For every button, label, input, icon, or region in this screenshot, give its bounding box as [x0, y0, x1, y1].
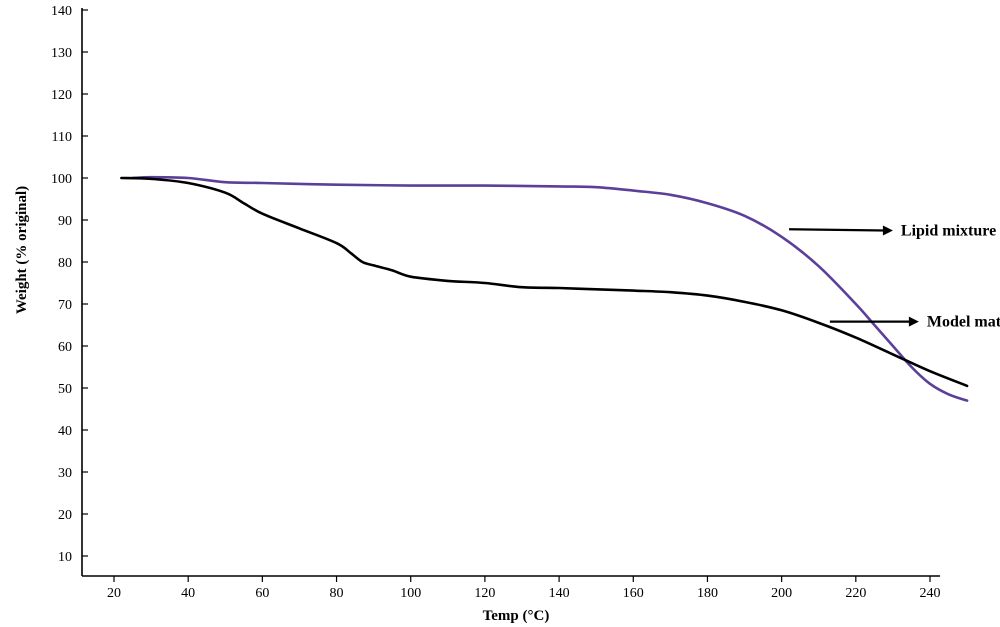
x-tick-label: 160 [623, 586, 644, 601]
x-axis: 20 40 60 80 100 120 140 160 180 200 220 240 [82, 575, 941, 601]
x-tick-label: 20 [107, 586, 121, 601]
x-tick-label: 220 [845, 586, 866, 601]
y-tick-label: 100 [51, 172, 72, 187]
x-tick-label: 120 [474, 586, 495, 601]
annotation-label-0: Lipid mixture [901, 223, 996, 240]
annotations: Lipid mixture Model matrix [789, 223, 1000, 331]
y-tick-label: 20 [58, 508, 72, 523]
x-tick-label: 80 [330, 586, 344, 601]
y-tick-label: 140 [51, 4, 72, 19]
x-tick-label: 140 [549, 586, 570, 601]
y-tick-label: 90 [58, 214, 72, 229]
y-tick-label: 80 [58, 256, 72, 271]
y-tick-label: 40 [58, 424, 72, 439]
y-tick-label: 10 [58, 550, 72, 565]
y-axis: 10 20 30 40 50 60 70 80 90 100 110 120 130 140 [51, 4, 88, 576]
y-tick-label: 70 [58, 298, 72, 313]
y-tick-label: 120 [51, 88, 72, 103]
x-tick-label: 240 [920, 586, 941, 601]
annotation-arrow-line [789, 228, 885, 232]
x-tick-label: 100 [400, 586, 421, 601]
x-tick-label: 200 [771, 586, 792, 601]
arrowhead-icon [882, 225, 893, 236]
y-tick-label: 130 [51, 46, 72, 61]
annotation-label-1: Model matrix [927, 314, 1000, 331]
x-tick-label: 60 [255, 586, 269, 601]
series-line-lipid-mixture [131, 175, 969, 402]
y-axis-title: Weight (% original) [14, 186, 30, 314]
arrowhead-icon [908, 316, 919, 327]
y-tick-label: 50 [58, 382, 72, 397]
y-tick-label: 110 [52, 130, 72, 145]
y-tick-label: 30 [58, 466, 72, 481]
series-line-model-matrix [120, 176, 969, 388]
x-tick-label: 40 [181, 586, 195, 601]
x-axis-title: Temp (°C) [483, 608, 550, 624]
y-tick-label: 60 [58, 340, 72, 355]
x-tick-label: 180 [697, 586, 718, 601]
series-lines [120, 175, 969, 402]
